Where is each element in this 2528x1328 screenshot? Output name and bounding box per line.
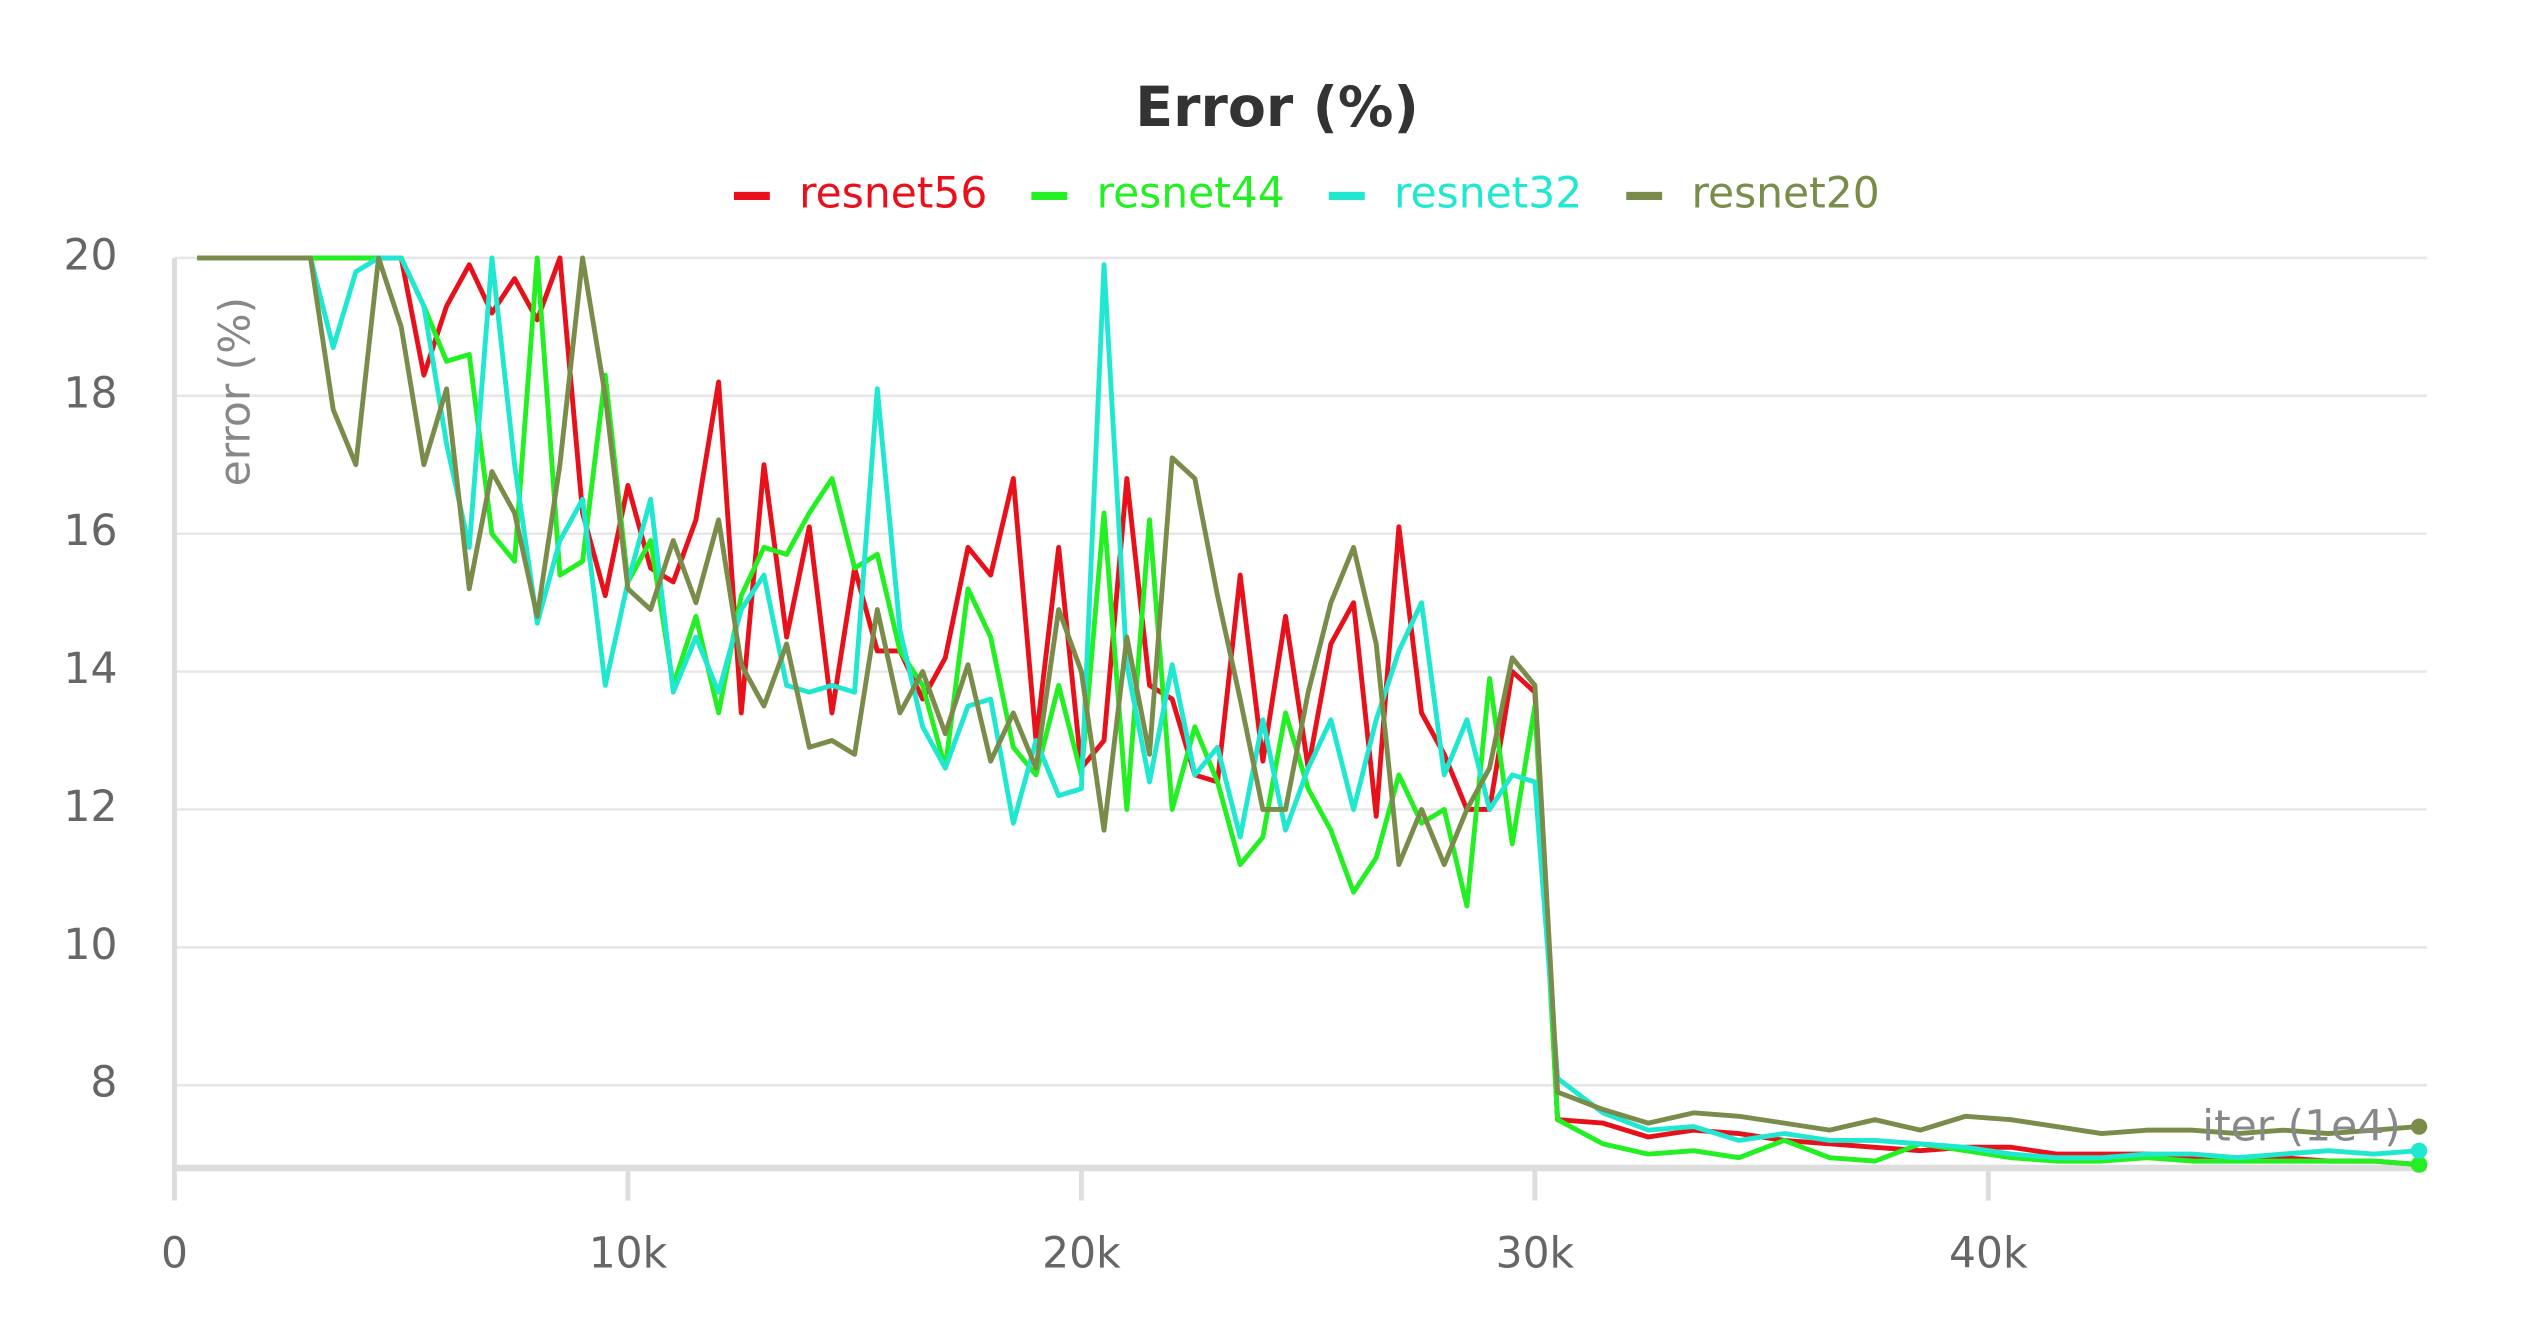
series-line	[197, 255, 2420, 1161]
legend-label: resnet44	[1097, 168, 1285, 217]
legend-label: resnet20	[1692, 168, 1880, 217]
plot-lines	[197, 255, 2420, 1167]
legend: resnet56 resnet44 resnet32 resnet20	[733, 168, 1880, 217]
x-tick-label: 10k	[589, 1229, 668, 1278]
series-end-dot	[2410, 1156, 2428, 1173]
y-tick-label: 8	[90, 1058, 117, 1107]
y-tick-label: 12	[63, 782, 117, 831]
y-tick-label: 18	[63, 368, 117, 417]
series-line	[197, 255, 2420, 1167]
x-tick-label: 30k	[1496, 1229, 1575, 1278]
series-end-dot	[2410, 1142, 2428, 1159]
x-axis-label: iter (1e4)	[2202, 1101, 2400, 1150]
series-line	[197, 255, 2420, 1167]
x-tick-label: 40k	[1949, 1229, 2028, 1278]
series-line	[197, 255, 2420, 1137]
grid: 8 10 12 14 16 18 20 0 10k 20k 30k 40k	[63, 230, 2427, 1278]
y-axis-label: error (%)	[211, 297, 260, 486]
x-tick-label: 20k	[1042, 1229, 1121, 1278]
y-tick-label: 16	[63, 506, 117, 555]
series-end-dot	[2410, 1118, 2428, 1135]
legend-label: resnet32	[1394, 168, 1582, 217]
y-tick-label: 20	[63, 230, 117, 279]
y-tick-label: 14	[63, 644, 117, 693]
x-tick-label: 0	[161, 1229, 188, 1278]
legend-label: resnet56	[799, 168, 987, 217]
y-tick-label: 10	[63, 920, 117, 969]
chart-title: Error (%)	[1135, 76, 1419, 140]
